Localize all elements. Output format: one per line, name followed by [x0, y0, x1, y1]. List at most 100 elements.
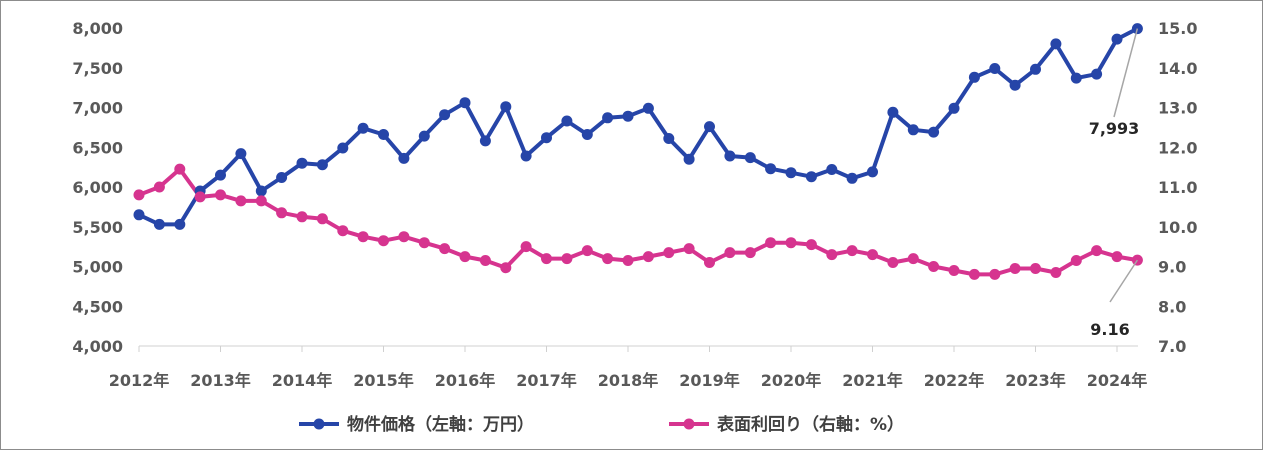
right-y-tick-label: 11.0: [1158, 178, 1197, 197]
yield-data-point: [744, 247, 756, 259]
price-data-point: [378, 129, 389, 140]
right-y-tick-label: 14.0: [1158, 59, 1197, 78]
yield-data-point: [846, 245, 858, 257]
yield-data-point: [622, 255, 634, 266]
callout-leader-line: [1113, 28, 1139, 118]
callout-leader-line: [1109, 259, 1139, 303]
x-tick-label: 2018年: [598, 371, 659, 390]
price-data-point: [357, 122, 369, 134]
price-data-point: [459, 97, 471, 109]
price-data-point: [928, 126, 940, 138]
price-data-point: [276, 172, 288, 183]
yield-data-point: [357, 231, 369, 243]
left-y-tick-label: 4,500: [72, 297, 123, 316]
price-data-point: [683, 153, 695, 165]
legend-label-yield: 表面利回り（右軸：%）: [717, 414, 904, 435]
price-data-point: [439, 109, 451, 121]
price-data-point: [500, 101, 512, 113]
right-y-tick-label: 9.0: [1158, 258, 1186, 277]
price-data-point: [255, 185, 267, 197]
price-data-point: [846, 172, 858, 184]
legend-swatch-marker: [683, 418, 695, 430]
yield-data-point: [968, 268, 980, 280]
price-data-point: [907, 124, 919, 136]
callouts: 7,993 9.16: [1089, 28, 1140, 339]
yield-data-point: [785, 237, 797, 249]
yield-data-point: [1070, 255, 1082, 266]
price-data-point: [1111, 33, 1123, 45]
left-y-tick-label: 5,500: [72, 218, 123, 237]
yield-data-point: [378, 235, 389, 247]
yield-data-point: [1091, 245, 1103, 257]
price-data-point: [133, 209, 145, 221]
x-tick-label: 2019年: [679, 371, 740, 390]
series-lines: [137, 26, 1140, 277]
yield-data-point: [1009, 263, 1021, 274]
price-data-point: [418, 130, 430, 142]
price-data-point: [561, 115, 573, 127]
price-data-point: [602, 112, 614, 124]
yield-data-point: [989, 268, 1001, 280]
price-data-point: [316, 159, 328, 171]
yield-data-point: [541, 253, 552, 265]
yield-data-point: [1131, 254, 1143, 266]
price-data-point: [296, 157, 308, 169]
price-data-point: [337, 142, 349, 154]
yield-data-point: [500, 262, 512, 274]
price-data-point: [520, 150, 532, 162]
legend: 物件価格（左軸：万円） 表面利回り（右軸：%）: [299, 414, 904, 435]
yield-data-point: [663, 247, 675, 259]
series-points: [133, 23, 1143, 280]
right-y-tick-label: 8.0: [1158, 297, 1186, 316]
x-tick-label: 2021年: [842, 371, 903, 390]
price-data-point: [724, 150, 736, 162]
left-y-tick-label: 4,000: [72, 337, 123, 356]
x-tick-label: 2024年: [1087, 371, 1148, 390]
yield-data-point: [255, 195, 267, 207]
price-data-point: [744, 152, 756, 164]
price-data-point: [867, 166, 878, 178]
yield-data-point: [133, 189, 145, 201]
price-data-point: [174, 218, 186, 230]
price-data-point: [1070, 72, 1082, 84]
axes: 2012年 2013年 2014年 2015年 2016年 2017年 2018年 2019年…: [72, 19, 1197, 390]
yield-data-point: [805, 239, 817, 251]
price-data-point: [826, 164, 838, 175]
yield-data-point: [194, 191, 206, 203]
yield-latest-label: 9.16: [1090, 320, 1129, 339]
yield-data-point: [887, 257, 899, 268]
left-y-tick-label: 6,000: [72, 178, 123, 197]
price-data-point: [704, 121, 715, 133]
price-data-point: [989, 63, 1001, 74]
yield-data-point: [520, 241, 532, 253]
right-y-tick-label: 13.0: [1158, 99, 1197, 118]
price-data-point: [541, 132, 552, 144]
price-data-point: [215, 169, 226, 181]
yield-data-point: [826, 249, 838, 261]
yield-data-point: [581, 245, 593, 257]
x-tick-label: 2022年: [924, 371, 985, 390]
price-data-point: [642, 102, 654, 114]
yield-data-point: [948, 265, 960, 276]
yield-data-point: [337, 225, 349, 237]
x-tick-label: 2014年: [272, 371, 333, 390]
left-y-tick-label: 7,500: [72, 59, 123, 78]
price-data-point: [663, 133, 675, 144]
x-tick-label: 2015年: [353, 371, 414, 390]
yield-data-point: [296, 211, 308, 223]
price-data-point: [622, 110, 634, 122]
price-data-point: [785, 167, 797, 179]
right-y-tick-label: 12.0: [1158, 138, 1197, 157]
x-tick-label: 2012年: [109, 371, 170, 390]
yield-data-point: [704, 257, 715, 268]
price-data-point: [887, 106, 899, 118]
legend-swatch-marker: [313, 418, 325, 430]
x-tick-label: 2023年: [1005, 371, 1066, 390]
yield-data-point: [928, 261, 940, 272]
x-tick-label: 2016年: [435, 371, 496, 390]
price-latest-label: 7,993: [1089, 119, 1140, 138]
series-line-price: [137, 26, 1140, 227]
yield-data-point: [215, 189, 226, 201]
